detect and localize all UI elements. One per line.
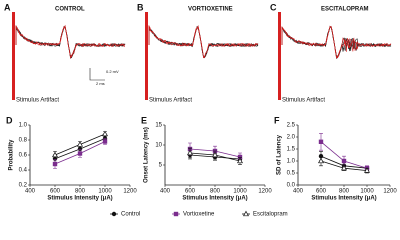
y-axis-label: Probability [9, 139, 15, 171]
legend-label: Control [121, 212, 140, 218]
y-tick-label: 0.8 [19, 138, 28, 144]
x-tick-label: 1200 [383, 189, 397, 195]
x-tick-label: 1200 [123, 189, 137, 195]
x-tick-label: 400 [25, 189, 36, 195]
marker [243, 210, 249, 217]
artifact [278, 12, 281, 100]
trace-title: VORTIOXETINE [188, 7, 233, 13]
x-axis-label: Stimulus Intensity (μA) [182, 196, 247, 202]
y-tick-label: 1.0 [19, 123, 28, 129]
marker [102, 139, 108, 144]
trace [148, 24, 259, 59]
panel-letter: F [274, 115, 280, 125]
x-axis-label: Stimulus Intensity (μA) [311, 196, 376, 202]
y-tick-label: 2.0 [287, 135, 296, 141]
marker [237, 157, 243, 164]
marker [212, 151, 218, 158]
marker [77, 151, 83, 156]
trace [148, 24, 259, 59]
marker [237, 154, 243, 160]
marker [364, 167, 370, 173]
y-tick-label: 0.2 [19, 183, 28, 189]
x-tick-label: 1000 [233, 189, 247, 195]
y-tick-label: 1.0 [287, 159, 296, 165]
panel-letter: B [137, 2, 144, 12]
y-tick-label: 0.6 [19, 153, 28, 159]
y-tick-label: 10 [155, 143, 162, 149]
x-axis-label: Stimulus Intensity (μA) [47, 196, 112, 202]
y-tick-label: 1.5 [287, 147, 296, 153]
marker [77, 146, 83, 152]
marker [341, 164, 347, 171]
x-tick-label: 800 [339, 189, 350, 195]
y-tick-label: 0.5 [287, 171, 296, 177]
marker [52, 161, 58, 167]
trace [281, 25, 392, 59]
x-tick-label: 600 [50, 189, 61, 195]
y-tick-label: 0.0 [287, 183, 296, 189]
marker [77, 141, 83, 147]
x-tick-label: 400 [293, 189, 304, 195]
artifact [145, 12, 148, 100]
marker [187, 149, 193, 156]
panel-letter: C [270, 2, 277, 12]
artifact-label: Stimulus Artifact [16, 98, 59, 104]
artifact-label: Stimulus Artifact [282, 98, 325, 104]
marker [52, 151, 58, 158]
legend-label: Escitalopram [253, 212, 288, 218]
panel-letter: D [6, 115, 13, 125]
trace [15, 24, 126, 58]
marker [318, 157, 324, 164]
y-tick-label: 2.5 [287, 123, 296, 129]
trace-title: CONTROL [55, 7, 85, 13]
trace-title: ESCITALOPRAM [321, 7, 369, 13]
x-tick-label: 600 [316, 189, 327, 195]
trace [148, 25, 259, 59]
x-tick-label: 1000 [360, 189, 374, 195]
marker [173, 211, 179, 217]
y-axis-label: Onset Latency (ms) [144, 127, 150, 183]
x-tick-label: 400 [160, 189, 171, 195]
y-tick-label: 15 [155, 123, 162, 129]
marker [341, 158, 347, 164]
panel-letter: E [141, 115, 147, 125]
figure: A CONTROL Stimulus Artifact 0.2 mV 2 ms B VORT… [4, 2, 397, 218]
x-tick-label: 1000 [98, 189, 112, 195]
panel-letter: A [4, 2, 11, 12]
y-tick-label: 5 [159, 163, 163, 169]
artifact [12, 12, 15, 100]
marker [318, 139, 324, 144]
scale-bar [89, 68, 105, 81]
x-tick-label: 800 [75, 189, 86, 195]
scale-x: 2 ms [96, 81, 105, 86]
trace [148, 26, 259, 58]
legend-label: Vortioxetine [183, 212, 215, 218]
y-tick-label: 0.4 [19, 168, 28, 174]
x-tick-label: 600 [185, 189, 196, 195]
x-tick-label: 1200 [258, 189, 272, 195]
marker [111, 211, 117, 217]
scale-y: 0.2 mV [106, 69, 119, 74]
axes [297, 125, 390, 186]
marker [102, 130, 108, 137]
artifact-label: Stimulus Artifact [149, 98, 192, 104]
x-tick-label: 800 [210, 189, 221, 195]
y-axis-label: SD of Latency [277, 134, 283, 175]
